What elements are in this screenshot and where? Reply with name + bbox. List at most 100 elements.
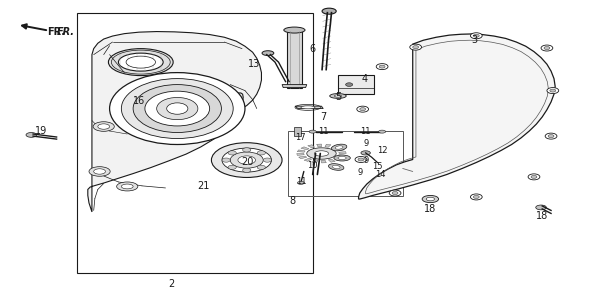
Ellipse shape bbox=[545, 133, 557, 139]
Ellipse shape bbox=[334, 155, 350, 161]
Ellipse shape bbox=[548, 135, 554, 138]
Text: 11: 11 bbox=[318, 126, 329, 135]
Ellipse shape bbox=[392, 191, 398, 194]
Polygon shape bbox=[295, 106, 323, 109]
Ellipse shape bbox=[228, 165, 236, 169]
Ellipse shape bbox=[309, 130, 316, 133]
Ellipse shape bbox=[257, 151, 266, 155]
Ellipse shape bbox=[222, 148, 271, 172]
Polygon shape bbox=[297, 150, 305, 152]
Text: 2: 2 bbox=[168, 279, 175, 289]
Polygon shape bbox=[304, 158, 312, 161]
Ellipse shape bbox=[376, 64, 388, 70]
Text: 10: 10 bbox=[307, 161, 318, 170]
Ellipse shape bbox=[211, 143, 282, 178]
Ellipse shape bbox=[335, 95, 342, 97]
Text: 21: 21 bbox=[198, 182, 210, 191]
Polygon shape bbox=[339, 152, 346, 154]
Ellipse shape bbox=[145, 91, 209, 126]
Ellipse shape bbox=[98, 124, 110, 129]
Ellipse shape bbox=[228, 151, 236, 155]
Polygon shape bbox=[317, 144, 322, 147]
Ellipse shape bbox=[338, 157, 346, 160]
Text: 12: 12 bbox=[377, 146, 388, 155]
Ellipse shape bbox=[473, 195, 479, 198]
Ellipse shape bbox=[426, 197, 434, 201]
Text: 9: 9 bbox=[357, 169, 362, 178]
Text: 11: 11 bbox=[296, 178, 306, 186]
Polygon shape bbox=[334, 157, 342, 160]
Ellipse shape bbox=[307, 148, 336, 159]
Ellipse shape bbox=[355, 157, 367, 163]
Text: 8: 8 bbox=[289, 197, 295, 206]
Ellipse shape bbox=[329, 164, 344, 170]
Text: 4: 4 bbox=[362, 73, 368, 84]
Ellipse shape bbox=[94, 169, 106, 174]
Polygon shape bbox=[88, 32, 261, 212]
Ellipse shape bbox=[230, 152, 263, 168]
Polygon shape bbox=[299, 156, 307, 159]
Ellipse shape bbox=[470, 194, 482, 200]
Ellipse shape bbox=[422, 195, 438, 203]
Ellipse shape bbox=[263, 158, 271, 162]
Ellipse shape bbox=[89, 167, 110, 176]
Text: 20: 20 bbox=[242, 157, 254, 167]
Ellipse shape bbox=[242, 148, 251, 152]
Bar bbox=[288, 131, 403, 196]
Polygon shape bbox=[312, 160, 318, 163]
Ellipse shape bbox=[541, 45, 553, 51]
Ellipse shape bbox=[297, 182, 304, 184]
Ellipse shape bbox=[330, 94, 346, 98]
Ellipse shape bbox=[470, 33, 482, 39]
Ellipse shape bbox=[93, 122, 114, 131]
Ellipse shape bbox=[332, 144, 347, 151]
Ellipse shape bbox=[262, 51, 274, 55]
Text: 11: 11 bbox=[360, 126, 371, 135]
Text: 19: 19 bbox=[35, 126, 47, 136]
Ellipse shape bbox=[389, 190, 401, 196]
Text: FR.: FR. bbox=[57, 26, 74, 36]
Text: 3: 3 bbox=[471, 35, 477, 45]
Ellipse shape bbox=[284, 27, 305, 33]
Ellipse shape bbox=[322, 8, 336, 14]
Polygon shape bbox=[308, 145, 314, 148]
Ellipse shape bbox=[358, 158, 364, 161]
Ellipse shape bbox=[332, 165, 340, 169]
Ellipse shape bbox=[257, 165, 266, 169]
Text: 6: 6 bbox=[310, 44, 316, 54]
Ellipse shape bbox=[547, 88, 559, 94]
Ellipse shape bbox=[126, 56, 156, 68]
Bar bbox=[294, 126, 301, 135]
Polygon shape bbox=[328, 159, 335, 162]
Polygon shape bbox=[336, 148, 345, 151]
Text: 16: 16 bbox=[133, 96, 145, 106]
Ellipse shape bbox=[167, 103, 188, 114]
Ellipse shape bbox=[110, 73, 245, 144]
Ellipse shape bbox=[379, 65, 385, 68]
Ellipse shape bbox=[544, 47, 550, 50]
Ellipse shape bbox=[335, 146, 343, 149]
Ellipse shape bbox=[26, 132, 37, 137]
Ellipse shape bbox=[536, 205, 546, 210]
Text: 18: 18 bbox=[424, 204, 437, 214]
Text: 18: 18 bbox=[536, 211, 548, 222]
Text: 9: 9 bbox=[363, 157, 368, 166]
Bar bbox=[287, 31, 302, 88]
Polygon shape bbox=[332, 146, 339, 149]
Ellipse shape bbox=[473, 34, 479, 37]
Polygon shape bbox=[338, 155, 346, 157]
Ellipse shape bbox=[109, 49, 173, 76]
Ellipse shape bbox=[357, 106, 369, 112]
Text: 15: 15 bbox=[372, 163, 383, 172]
Ellipse shape bbox=[550, 89, 556, 92]
Ellipse shape bbox=[346, 83, 353, 86]
Text: FR.: FR. bbox=[48, 27, 65, 37]
Ellipse shape bbox=[413, 46, 419, 49]
Polygon shape bbox=[322, 160, 326, 163]
Ellipse shape bbox=[157, 98, 198, 119]
Polygon shape bbox=[297, 154, 304, 155]
Ellipse shape bbox=[238, 156, 255, 164]
Ellipse shape bbox=[410, 44, 421, 50]
Polygon shape bbox=[282, 85, 307, 88]
Polygon shape bbox=[359, 34, 555, 199]
